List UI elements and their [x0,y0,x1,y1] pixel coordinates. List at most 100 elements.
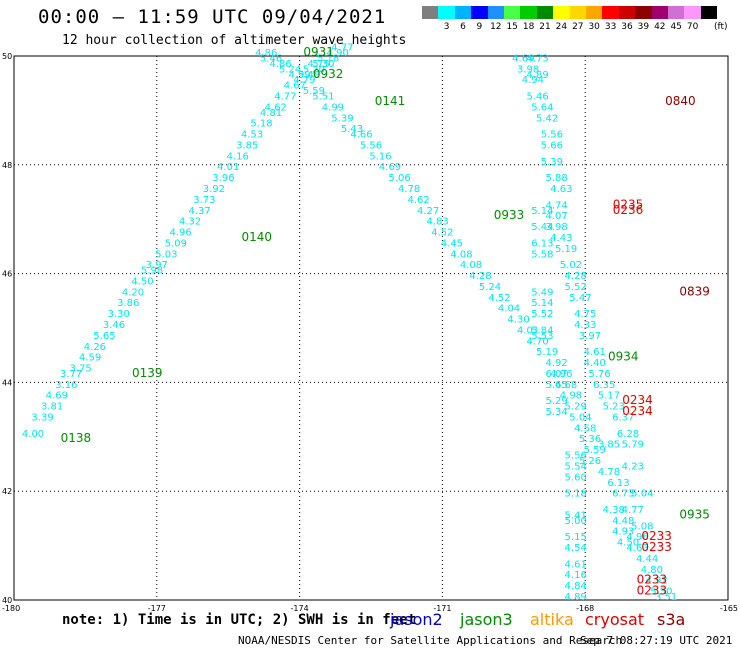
swh-value-label: 6.37 [612,412,634,423]
swh-values: 4.003.393.814.693.163.773.754.594.265.65… [22,43,677,603]
pass-time-label: 0233 [641,540,672,554]
y-tick-label: 46 [2,270,12,279]
swh-value-label: 4.69 [46,391,68,402]
swh-value-label: 4.45 [441,238,463,249]
swh-value-label: 3.39 [31,412,53,423]
x-tick-label: -180 [2,604,20,613]
swh-value-label: 4.80 [641,565,663,576]
swh-value-label: 5.00 [565,516,587,527]
swh-value-label: 3.98 [517,64,539,75]
swh-value-label: 3.86 [117,298,139,309]
swh-value-label: 5.14 [531,298,553,309]
swh-value-label: 4.59 [79,353,101,364]
pass-time-label: 0233 [641,529,672,543]
y-tick-label: 44 [2,378,12,387]
swh-value-label: 5.24 [479,282,501,293]
swh-value-label: 4.37 [189,206,211,217]
swh-value-label: 5.65 [546,380,568,391]
swh-value-label: 3.30 [108,309,130,320]
swh-value-label: 4.90 [327,48,349,59]
swh-value-label: 4.70 [526,336,548,347]
swh-value-label: 5.56 [360,140,382,151]
swh-value-label: 5.65 [93,331,115,342]
swh-value-label: 4.50 [617,538,639,549]
colorbar-swatch [438,6,455,19]
swh-value-label: 6.28 [617,429,639,440]
swh-value-label: 4.84 [565,581,587,592]
swh-value-label: 4.52 [431,228,453,239]
swh-value-label: 4.01 [217,162,239,173]
swh-value-label: 5.34 [546,407,568,418]
colorbar-swatch [504,6,521,19]
swh-value-label: 4.33 [574,320,596,331]
swh-value-label: 4.00 [22,429,44,440]
colorbar-swatch [602,6,619,19]
colorbar-label: 70 [686,22,699,32]
swh-value-label: 4.99 [288,70,310,81]
x-tick-label: -165 [720,604,738,613]
y-tick-label: 50 [2,52,12,61]
swh-value-label: 3.96 [212,173,234,184]
colorbar-swatch [553,6,570,19]
y-tick-label: 48 [2,161,12,170]
swh-value-label: 4.94 [522,75,544,86]
swh-value-label: 4.08 [450,249,472,260]
colorbar-label: 30 [588,22,600,32]
swh-value-label: 4.53 [241,130,263,141]
colorbar-swatch [487,6,504,19]
colorbar-swatch [684,6,701,19]
colorbar-swatch [668,6,685,19]
swh-value-label: 5.44 [531,222,553,233]
swh-value-label: 5.51 [312,92,334,103]
swh-value-label: 5.60 [565,472,587,483]
swh-value-label: 4.61 [565,559,587,570]
swh-value-label: 3.73 [193,195,215,206]
swh-value-label: 5.79 [622,440,644,451]
swh-value-label: 4.20 [122,287,144,298]
swh-value-label: 4.61 [584,347,606,358]
swh-value-label: 5.09 [165,238,187,249]
colorbar-swatch [422,6,439,19]
swh-value-label: 5.50 [650,587,672,598]
swh-value-label: 4.89 [565,592,587,603]
swh-value-label: 4.66 [350,130,372,141]
swh-value-label: 4.27 [417,206,439,217]
pass-time-label: 0138 [61,431,92,445]
swh-value-label: 4.96 [550,369,572,380]
swh-value-label: 4.77 [622,505,644,516]
legend-item-altika: altika [530,610,574,629]
swh-value-label: 4.48 [612,516,634,527]
pass-time-labels: 0138 0139 0140 0931 0932 0141 0933 0934 0935 0840… [61,45,710,598]
colorbar-swatch [700,6,718,19]
swh-value-label: 5.23 [603,402,625,413]
swh-value-label: 4.38 [603,505,625,516]
colorbar-label: 21 [539,22,551,32]
swh-value-label: 5.59 [303,86,325,97]
swh-value-label: 4.74 [546,200,568,211]
swh-value-label: 3.81 [41,402,63,413]
swh-value-label: 4.77 [274,92,296,103]
pass-time-label: 0233 [637,573,668,587]
swh-value-label: 4.98 [560,391,582,402]
swh-value-label: 5.04 [631,489,653,500]
swh-value-label: 5.36 [579,434,601,445]
legend-item-s3a: s3a [657,610,686,629]
swh-value-label: 4.78 [398,184,420,195]
colorbar-label: 12 [490,22,502,32]
colorbar-label: 39 [637,22,650,32]
swh-value-label: 4.89 [526,70,548,81]
swh-value-label: 5.15 [565,532,587,543]
swh-value-label: 4.50 [131,276,153,287]
swh-value-label: 4.63 [550,184,572,195]
legend-item-jason2: jason2 [390,610,443,629]
swh-value-label: 5.54 [565,461,587,472]
swh-value-label: 4.79 [293,75,315,86]
swh-value-label: 4.78 [598,467,620,478]
swh-value-label: 3.97 [146,260,168,271]
pass-time-label: 0236 [613,203,644,217]
pass-time-label: 0235 [613,197,644,211]
colorbar-swatch [471,6,488,19]
colorbar-unit: (ft) [714,22,728,32]
swh-value-label: 4.58 [574,423,596,434]
swh-value-label: 5.58 [531,249,553,260]
